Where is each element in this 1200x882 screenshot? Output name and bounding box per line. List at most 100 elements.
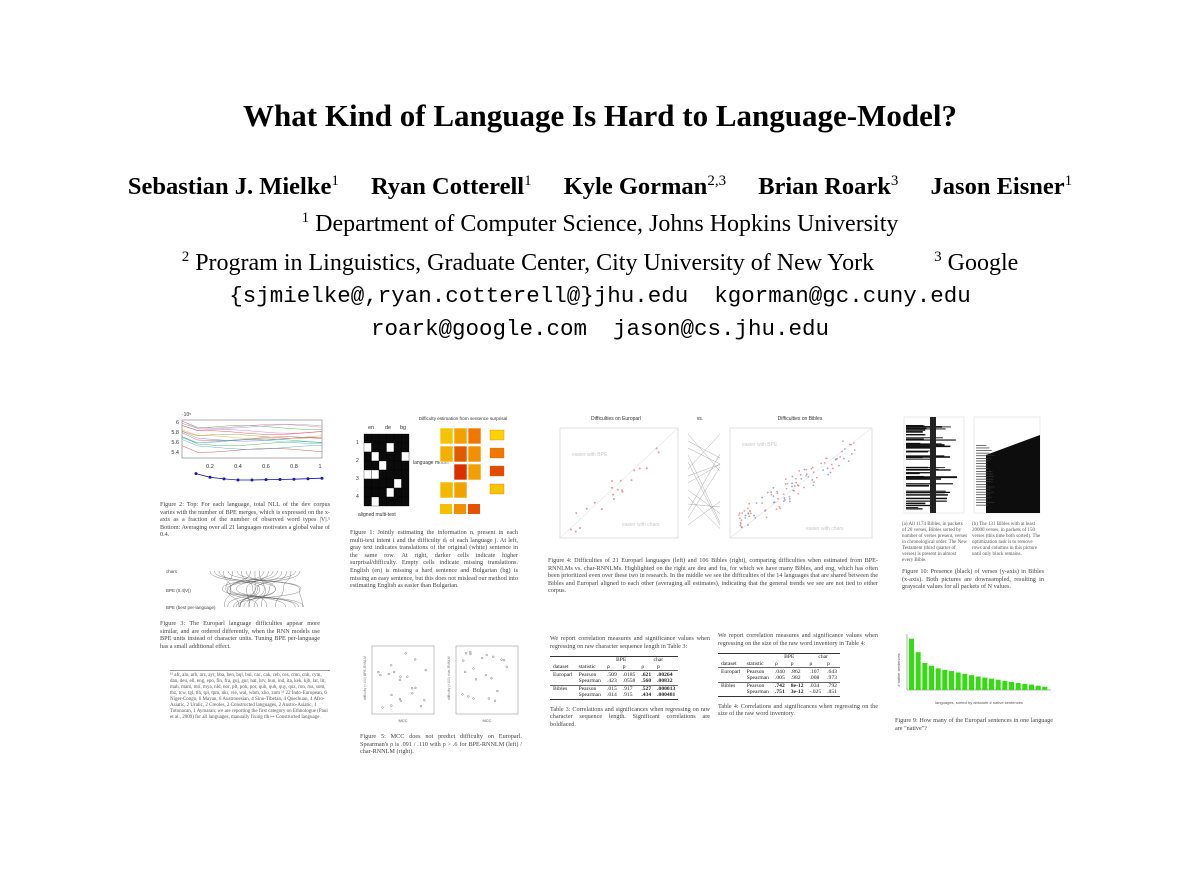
fig4-bible-point <box>738 517 741 520</box>
fig5-point <box>424 669 427 672</box>
fig4-bible-point <box>761 496 764 499</box>
fig2-average-point <box>208 475 212 479</box>
fig2-average-point <box>264 478 268 482</box>
fig4-europarl-point <box>612 498 615 501</box>
fig2-x-tick: 0.4 <box>234 464 242 470</box>
fig5-point <box>505 665 508 668</box>
fig4-europarl-point <box>645 467 648 470</box>
fig10-verse-band <box>906 508 923 510</box>
fig4-bible-point <box>823 461 826 464</box>
fig4-bible-point <box>739 522 742 525</box>
fig2-average-point <box>292 477 296 481</box>
fig4-alignment-line <box>687 501 721 526</box>
fig1-lang-header: de <box>385 425 391 431</box>
fig1-grid-cell <box>393 460 402 471</box>
fig9-bar <box>975 676 981 690</box>
table3-unit-header: BPE <box>603 656 639 664</box>
fig4-bible-point <box>797 492 800 495</box>
table3-intro: We report correlation measures and signi… <box>550 635 710 650</box>
fig5-point <box>379 673 382 677</box>
fig10-row-band <box>976 460 989 462</box>
fig2-average-curve <box>194 472 324 482</box>
fig9-bar <box>1015 682 1021 690</box>
fig5-point <box>469 650 472 654</box>
fig4-bible-point <box>749 512 752 515</box>
fig10-row-band <box>976 504 989 506</box>
fig1-grid-cell <box>393 496 402 507</box>
fig2-x-tick: 0.6 <box>262 464 270 470</box>
fig5-point <box>469 652 472 656</box>
fig4-middle-alignment <box>687 433 721 529</box>
fig10-verse-band <box>906 497 948 500</box>
author: Brian Roark3 <box>758 173 899 201</box>
fig4-europarl-point <box>612 493 615 496</box>
fig10-row-band <box>976 494 991 496</box>
fig4-bible-point <box>748 502 751 505</box>
fig2-average-point <box>194 472 198 476</box>
fig1-grid-cell <box>386 433 395 444</box>
fig5-point <box>467 695 470 698</box>
fig1-grid-cell <box>371 433 380 444</box>
fig1-diagram: en de bg 1 2 3 4 language model aligned … <box>356 416 507 518</box>
fig4-bible-point <box>776 490 778 493</box>
fig4-bible-point <box>743 509 746 512</box>
fig2-language-lines <box>181 420 322 453</box>
fig1-grid-cell <box>371 469 380 480</box>
fig2-average-point <box>222 477 226 481</box>
fig10-row-band <box>976 468 989 470</box>
fig1-heat-cell <box>439 427 454 445</box>
fig4-alignment-line <box>687 489 721 514</box>
fig1-grid-cell <box>386 487 395 498</box>
fig4-europarl-point <box>600 508 603 511</box>
fig2-average-point <box>278 478 282 482</box>
fig5-point <box>390 693 393 697</box>
fig4-bible-point <box>772 501 775 504</box>
fig4-bible-point <box>841 450 843 453</box>
fig4-bible-point <box>810 467 813 470</box>
table4-intro: We report correlation measures and signi… <box>718 632 878 647</box>
fig4-europarl-point <box>616 488 619 491</box>
fig4-bible-point <box>803 468 806 471</box>
fig1-grid-cell <box>378 496 387 507</box>
fig4-europarl-point <box>574 530 577 533</box>
table3-col-header: statistic <box>578 664 596 671</box>
fig4-bible-point <box>779 507 782 510</box>
fig4-bible-point <box>775 508 778 511</box>
fig4-caption: Figure 4: Difficulties of 21 Europarl la… <box>548 557 878 595</box>
fig3-language-line <box>239 570 256 608</box>
fig1-grid-cell <box>363 442 372 453</box>
fig9-bar <box>969 675 974 690</box>
fig5-scatter: MCC MCC difficulty (×100) BPE-RNNLM diff… <box>363 645 519 723</box>
table4-unit-header: char <box>806 653 840 661</box>
fig4-bible-point <box>766 491 769 494</box>
table4-col-header: p <box>827 661 830 668</box>
fig4-bible-point <box>772 495 775 498</box>
fig9-bar <box>935 668 941 690</box>
fig9-bar <box>915 652 921 690</box>
fig10-row-band <box>976 465 988 467</box>
fig1-grid-cell <box>363 478 372 489</box>
table-row: Spearman .005.982.008.973 <box>746 675 837 682</box>
fig10-row-band <box>976 463 988 464</box>
fig4-bible-point <box>799 473 802 476</box>
fig4-alignment-line <box>687 434 721 470</box>
fig5-point <box>419 705 423 708</box>
table-4: BPE char dataset statistic ρ p ρ p Europa… <box>718 653 840 697</box>
table4-col-header: ρ <box>809 661 813 668</box>
fig1-grid-cell <box>393 478 402 489</box>
fig4-bible-point <box>782 500 785 503</box>
fig4-bible-point <box>798 470 801 472</box>
fig10-verse-band <box>906 445 951 448</box>
fig1-grid-label: aligned multi-text <box>358 512 396 518</box>
fig2-language-line <box>181 420 322 429</box>
fig5-point <box>406 675 409 678</box>
fig3-language-line <box>218 570 266 608</box>
fig5-point <box>490 677 493 680</box>
fig10-row-band <box>976 458 992 459</box>
fig10-verse-band <box>906 424 923 427</box>
fig4-bible-point <box>744 517 747 519</box>
fig10-verse-band <box>906 478 942 480</box>
fig9-bar <box>955 672 961 690</box>
fig5-point <box>492 655 495 658</box>
fig1-grid-cell <box>378 460 387 471</box>
